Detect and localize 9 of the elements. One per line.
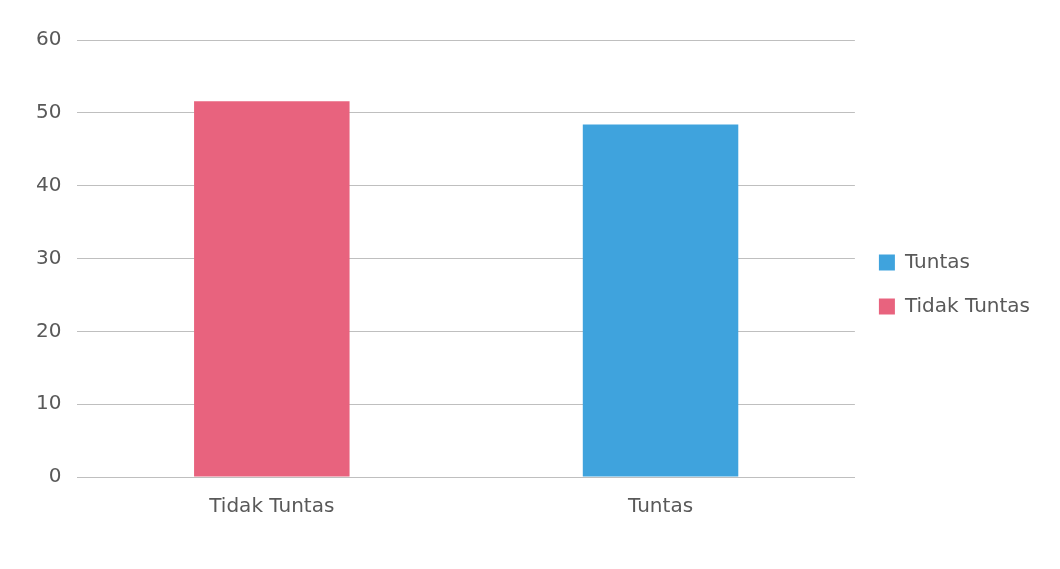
legend-label: Tuntas	[903, 248, 970, 273]
y-tick-label: 10	[36, 390, 62, 415]
y-tick-label: 40	[36, 171, 62, 196]
y-tick-label: 0	[48, 463, 62, 488]
y-tick-label: 30	[36, 244, 62, 269]
y-tick-label: 20	[36, 317, 62, 342]
y-tick-label: 50	[36, 99, 62, 124]
legend-label: Tidak Tuntas	[903, 292, 1031, 317]
y-tick-label: 60	[36, 26, 62, 51]
